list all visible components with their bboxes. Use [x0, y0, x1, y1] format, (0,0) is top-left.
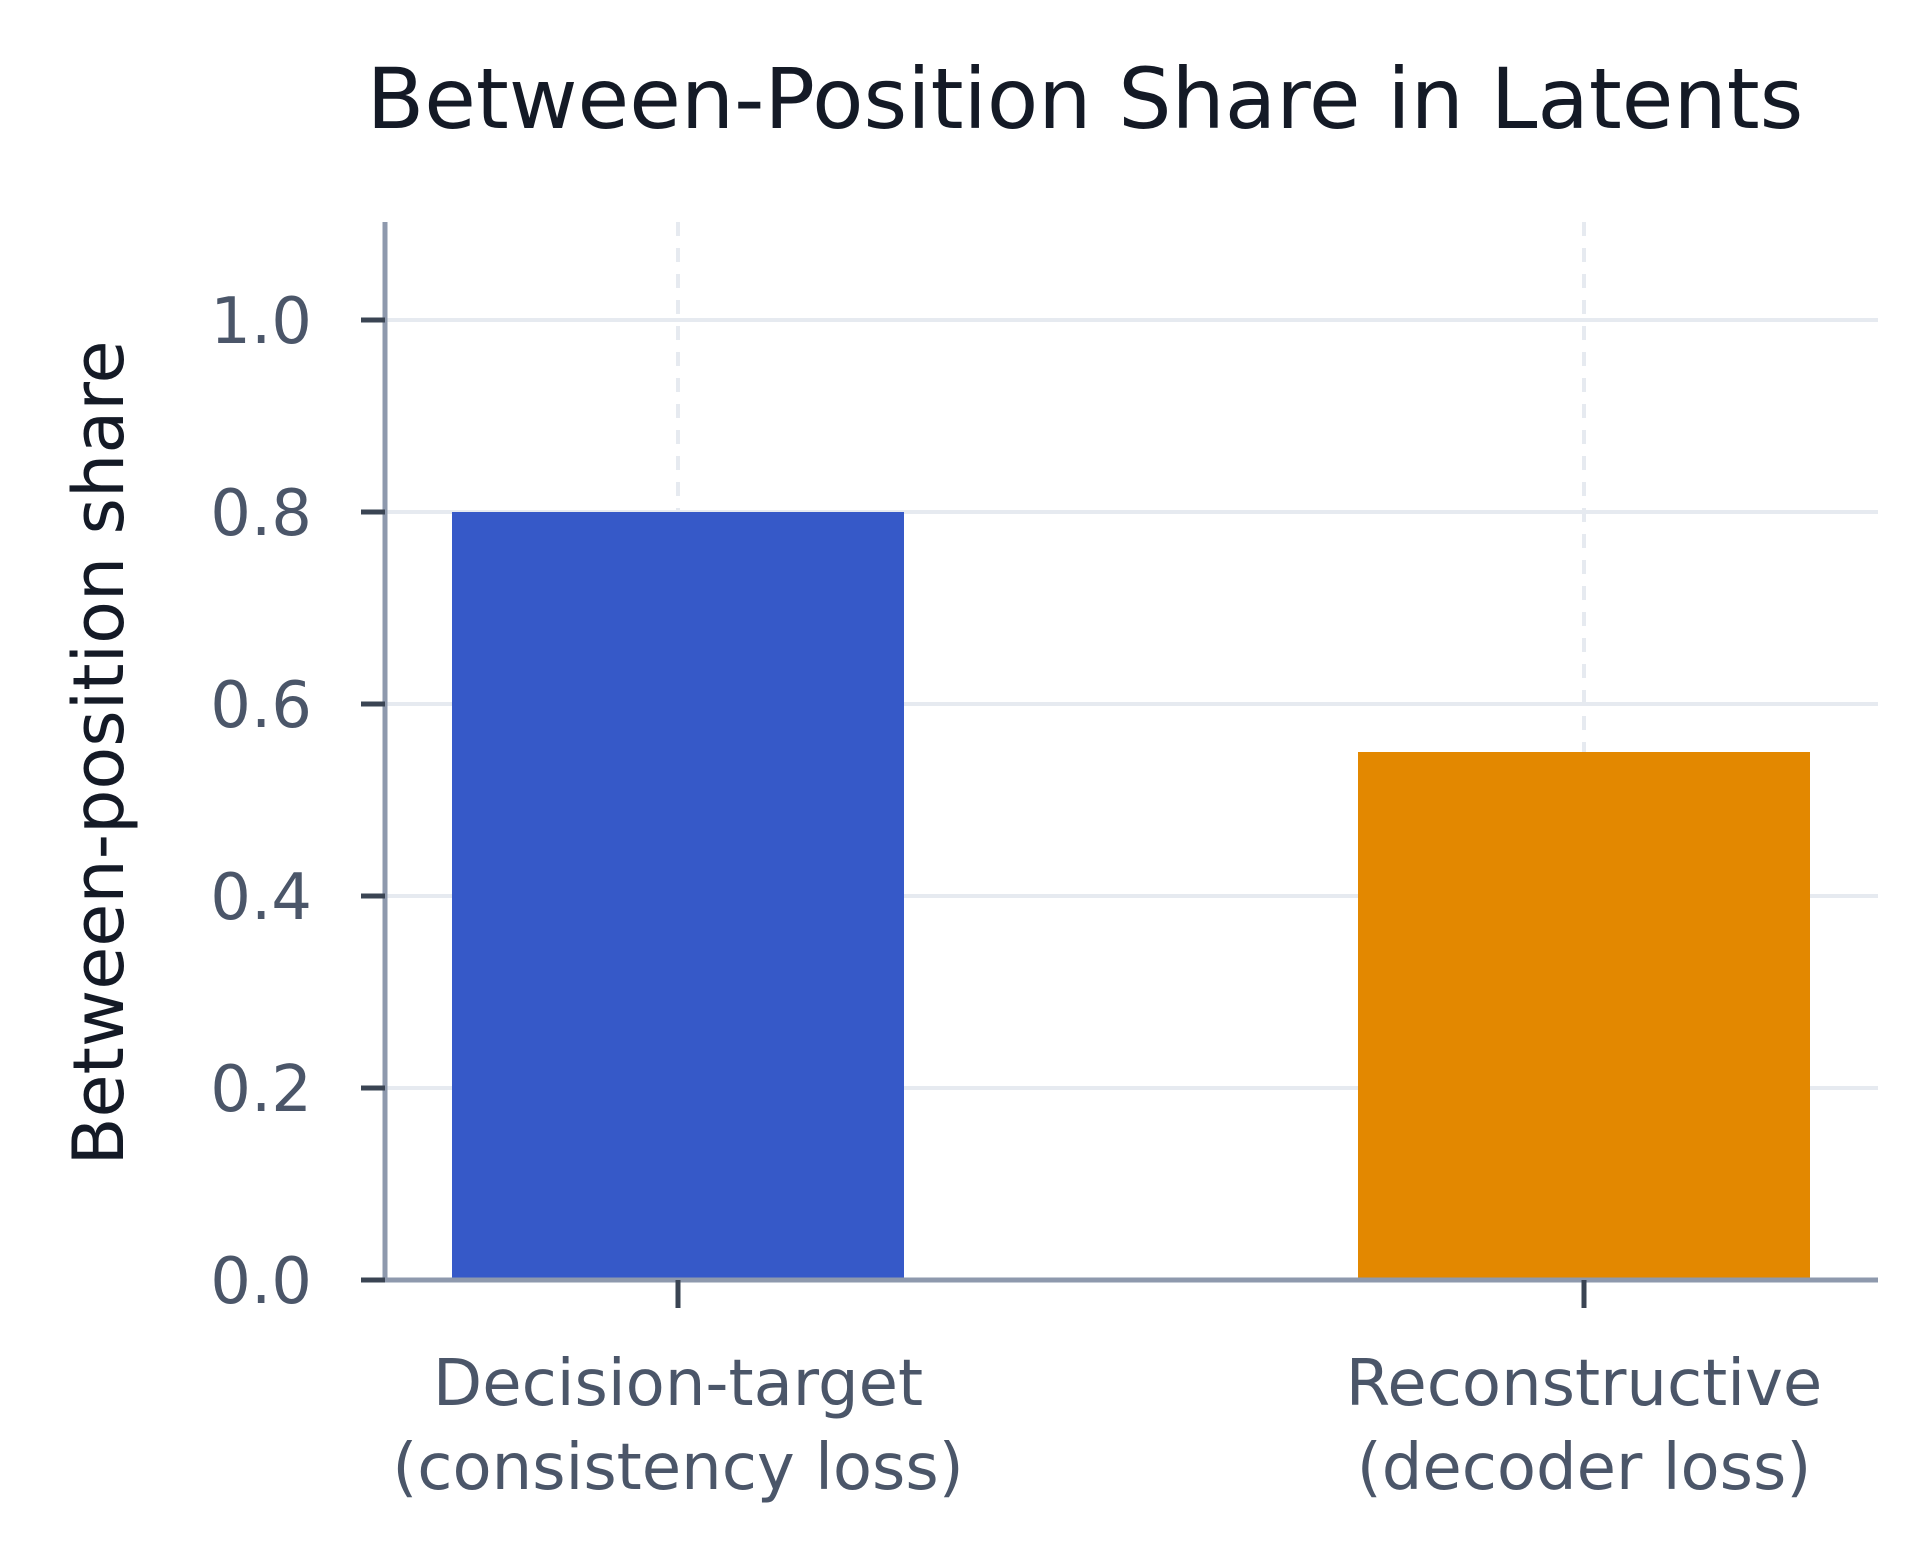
x-tick-label-line: (consistency loss): [392, 1431, 963, 1505]
bar: [452, 512, 904, 1280]
y-tick-label: 0.8: [210, 477, 312, 551]
bar: [1358, 752, 1810, 1280]
chart-title: Between-Position Share in Latents: [367, 50, 1804, 148]
y-tick-label: 0.4: [210, 861, 312, 935]
y-axis-label: Between-position share: [58, 340, 140, 1165]
x-tick-label-line: (decoder loss): [1357, 1431, 1812, 1505]
labels: Between-Position Share in Latents Betwee…: [58, 50, 1822, 1505]
x-tick-label: Reconstructive (decoder loss): [1346, 1347, 1823, 1505]
y-tick-label: 0.2: [210, 1053, 312, 1127]
x-tick-label-line: Reconstructive: [1346, 1347, 1823, 1421]
x-tick-label-line: Decision-target: [433, 1347, 923, 1421]
x-tick-label: Decision-target (consistency loss): [392, 1347, 963, 1505]
y-tick-label: 1.0: [210, 285, 312, 359]
bars: [452, 512, 1810, 1280]
y-tick-label: 0.6: [210, 669, 312, 743]
y-tick-label: 0.0: [210, 1245, 312, 1319]
axes: [361, 222, 1878, 1308]
